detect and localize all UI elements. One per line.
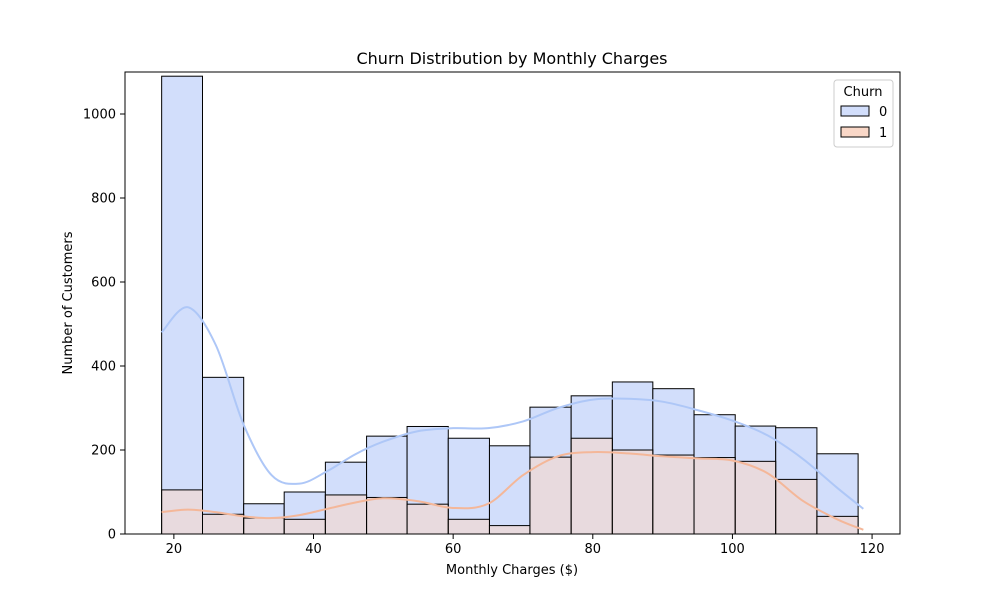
y-axis-ticks: 0 200 400 600 800 1000 — [83, 108, 125, 543]
bar-churn-1-bin-13 — [693, 457, 736, 535]
bar-churn-1-bin-11 — [611, 449, 654, 535]
bar-churn-0-bin-7 — [447, 437, 490, 535]
bar-churn-1-bin-7 — [447, 518, 490, 535]
legend-label-churn-0: 0 — [879, 105, 887, 120]
x-axis-ticks: 20 40 60 80 100 120 — [166, 534, 885, 557]
y-tick-label-800: 800 — [91, 192, 116, 207]
bar-churn-1-bin-2 — [243, 517, 285, 535]
bar-churn-0-bin-8 — [488, 445, 531, 535]
y-tick-label-1000: 1000 — [83, 108, 116, 123]
kde-line-churn-0 — [160, 306, 864, 510]
legend-title: Churn — [844, 85, 883, 100]
y-axis-label: Number of Customers — [61, 231, 76, 374]
bar-churn-0-bin-0 — [161, 75, 204, 535]
chart-title: Churn Distribution by Monthly Charges — [356, 49, 667, 68]
bar-churn-1-bin-12 — [652, 454, 695, 535]
legend-swatch-churn-0 — [840, 105, 870, 117]
bar-churn-1-bin-1 — [202, 513, 245, 535]
bar-churn-1-bin-8 — [488, 525, 531, 535]
x-tick-label-60: 60 — [445, 542, 462, 557]
kde-line-churn-1 — [161, 450, 864, 531]
legend-label-churn-1: 1 — [879, 126, 887, 141]
bar-churn-1-bin-14 — [734, 460, 777, 535]
bar-churn-1-bin-3 — [283, 518, 326, 535]
x-tick-label-20: 20 — [166, 542, 183, 557]
bar-churn-1-bin-9 — [529, 456, 572, 535]
kde-curves — [160, 306, 864, 531]
x-tick-label-80: 80 — [585, 542, 602, 557]
x-axis-label: Monthly Charges ($) — [446, 563, 578, 578]
legend: Churn 0 1 — [833, 79, 894, 148]
y-tick-label-400: 400 — [91, 360, 116, 375]
bar-churn-1-bin-6 — [406, 503, 449, 535]
bar-churn-1-bin-5 — [366, 496, 408, 535]
y-tick-label-200: 200 — [91, 444, 116, 459]
x-tick-label-100: 100 — [720, 542, 745, 557]
x-tick-label-120: 120 — [860, 542, 885, 557]
bar-churn-1-bin-10 — [570, 437, 613, 535]
x-tick-label-40: 40 — [305, 542, 322, 557]
legend-swatch-churn-1 — [840, 126, 870, 138]
y-tick-label-600: 600 — [91, 276, 116, 291]
plot-frame — [124, 71, 901, 535]
y-tick-label-0: 0 — [108, 528, 116, 543]
